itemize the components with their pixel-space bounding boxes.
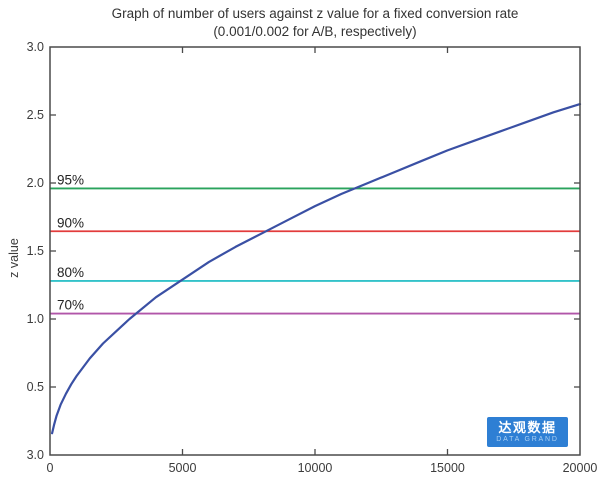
- watermark-en-text: DATA GRAND: [496, 436, 559, 443]
- reference-line-label-80%: 80%: [57, 265, 84, 280]
- y-tick-label: 1.0: [27, 312, 44, 326]
- x-tick-label: 20000: [563, 461, 598, 475]
- reference-line-label-95%: 95%: [57, 172, 84, 187]
- x-tick-label: 0: [47, 461, 54, 475]
- y-tick-label: 3.0: [27, 448, 44, 462]
- x-tick-label: 10000: [298, 461, 333, 475]
- y-tick-label: 2.0: [27, 176, 44, 190]
- chart-subtitle: (0.001/0.002 for A/B, respectively): [213, 24, 417, 39]
- watermark-cn-text: 达观数据: [498, 420, 557, 435]
- chart-title: Graph of number of users against z value…: [111, 6, 519, 21]
- y-tick-label: 1.5: [27, 244, 44, 258]
- reference-line-label-70%: 70%: [57, 298, 84, 313]
- x-tick-label: 15000: [430, 461, 465, 475]
- reference-line-label-90%: 90%: [57, 215, 84, 230]
- x-tick-label: 5000: [169, 461, 197, 475]
- y-tick-label: 0.5: [27, 380, 44, 394]
- data-grand-watermark: 达观数据 DATA GRAND: [487, 417, 568, 447]
- plot-border: [49, 46, 581, 456]
- curve-users-vs-z: [50, 102, 582, 435]
- y-tick-label: 3.0: [27, 40, 44, 54]
- y-tick-label: 2.5: [27, 108, 44, 122]
